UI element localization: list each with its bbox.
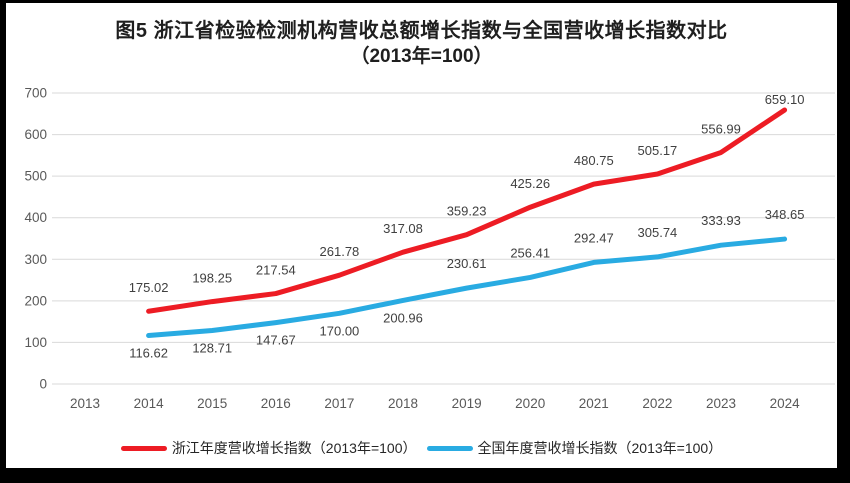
national-data-label: 292.47 — [574, 230, 614, 245]
x-tick-label: 2016 — [261, 396, 291, 411]
x-tick-label: 2019 — [452, 396, 482, 411]
x-tick-label: 2024 — [770, 396, 801, 411]
x-tick-label: 2022 — [642, 396, 672, 411]
legend-label-national: 全国年度营收增长指数（2013年=100） — [477, 440, 723, 456]
chart-panel: 0 100 200 300 400 500 600 700 2013 2014 2015 2016 20… — [6, 3, 837, 468]
x-tick-label: 2015 — [197, 396, 227, 411]
zhejiang-data-label: 317.08 — [383, 221, 423, 236]
line-chart: 0 100 200 300 400 500 600 700 2013 2014 2015 2016 20… — [24, 86, 835, 411]
y-tick-label: 400 — [24, 210, 47, 225]
chart-legend: 浙江年度营收增长指数（2013年=100） 全国年度营收增长指数（2013年=1… — [6, 437, 837, 459]
zhejiang-series-line — [146, 107, 788, 314]
national-data-label: 305.74 — [638, 225, 678, 240]
zhejiang-data-label: 659.10 — [765, 92, 805, 107]
national-data-label: 230.61 — [447, 256, 487, 271]
x-tick-label: 2014 — [134, 396, 165, 411]
y-tick-label: 200 — [24, 293, 47, 308]
x-tick-label: 2020 — [515, 396, 545, 411]
y-tick-label: 0 — [39, 377, 47, 392]
national-data-label: 116.62 — [129, 346, 168, 361]
national-data-label: 256.41 — [510, 245, 550, 260]
zhejiang-data-label: 359.23 — [447, 204, 487, 219]
legend-item-zhejiang: 浙江年度营收增长指数（2013年=100） — [120, 438, 417, 458]
x-tick-label: 2013 — [70, 396, 100, 411]
zhejiang-data-label: 198.25 — [192, 271, 232, 286]
y-tick-label: 600 — [24, 127, 47, 142]
zhejiang-line-swatch — [120, 445, 167, 451]
legend-label-zhejiang: 浙江年度营收增长指数（2013年=100） — [171, 440, 417, 456]
y-tick-label: 500 — [24, 169, 47, 184]
y-tick-label: 100 — [24, 335, 47, 350]
chart-title: 图5 浙江省检验检测机构营收总额增长指数与全国营收增长指数对比 （2013年=1… — [6, 18, 837, 69]
national-data-label: 170.00 — [320, 323, 360, 338]
x-tick-label: 2021 — [579, 396, 609, 411]
zhejiang-data-label: 175.02 — [129, 280, 169, 295]
zhejiang-data-label: 261.78 — [320, 244, 360, 259]
chart-title-line1: 图5 浙江省检验检测机构营收总额增长指数与全国营收增长指数对比 — [115, 20, 728, 42]
national-data-label: 333.93 — [701, 213, 741, 228]
legend-item-national: 全国年度营收增长指数（2013年=100） — [426, 438, 723, 458]
x-tick-label: 2018 — [388, 396, 418, 411]
y-tick-label: 700 — [24, 86, 47, 101]
zhejiang-data-label: 480.75 — [574, 153, 614, 168]
chart-title-line2: （2013年=100） — [350, 46, 493, 67]
zhejiang-data-label: 425.26 — [510, 176, 550, 191]
national-line-swatch — [426, 445, 473, 451]
zhejiang-data-label: 556.99 — [701, 121, 741, 136]
national-series-line — [146, 236, 788, 339]
zhejiang-data-label: 505.17 — [638, 143, 678, 158]
x-tick-label: 2023 — [706, 396, 736, 411]
zhejiang-data-label: 217.54 — [256, 263, 296, 278]
national-data-label: 147.67 — [256, 333, 296, 348]
national-data-label: 200.96 — [383, 310, 423, 325]
national-data-label: 128.71 — [192, 340, 232, 355]
national-data-label: 348.65 — [765, 207, 805, 222]
x-tick-label: 2017 — [324, 396, 354, 411]
y-tick-label: 300 — [24, 252, 47, 267]
